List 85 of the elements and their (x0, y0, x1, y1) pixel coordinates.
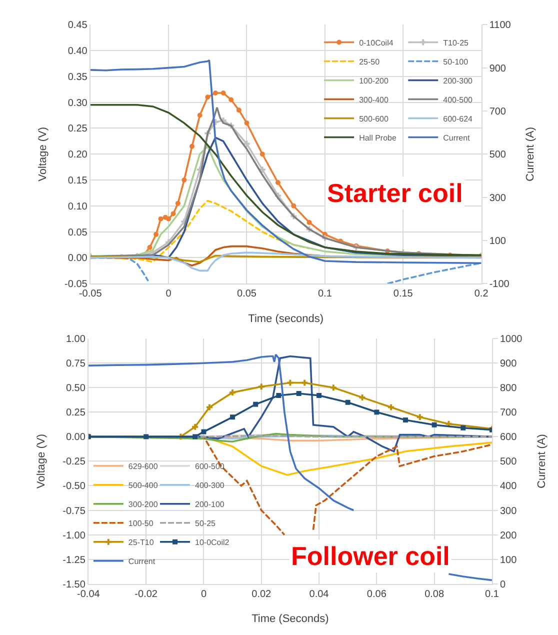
legend-label: 25-T10 (128, 538, 154, 548)
legend-label: 600-624 (443, 114, 474, 124)
y2-tick-label: 0 (500, 579, 506, 590)
y2-tick-label: 900 (489, 63, 506, 74)
y2-tick-label: 800 (500, 383, 518, 394)
legend-label: 400-500 (443, 95, 474, 104)
legend-label: 500-400 (128, 481, 158, 490)
y2-tick-label: 900 (500, 358, 518, 370)
x-tick-label: 0 (200, 588, 207, 600)
y-tick-label: 0.05 (68, 227, 88, 238)
y-tick-label: 0.25 (68, 124, 88, 135)
legend-label: Current (443, 133, 471, 142)
legend-label: 200-100 (195, 500, 225, 510)
y-tick-label: 0.45 (68, 20, 88, 32)
x-tick-label: 0.08 (424, 588, 444, 600)
legend-label: T10-25 (443, 38, 470, 48)
annotation: Follower coil (291, 541, 450, 571)
legend-label: 25-50 (359, 57, 380, 66)
x-tick-label: -0.04 (77, 588, 100, 600)
x-tick-label: 0.02 (252, 588, 272, 600)
y-axis-title: Voltage (V) (35, 434, 48, 488)
y2-tick-label: 300 (489, 192, 506, 204)
y-tick-label: 0.10 (68, 201, 88, 212)
y-tick-label: -0.75 (62, 506, 86, 517)
y2-tick-label: 1000 (500, 334, 523, 346)
legend-label: 300-200 (128, 500, 158, 510)
y-tick-label: -1.25 (62, 554, 86, 566)
y2-tick-label: 100 (500, 554, 518, 566)
y-tick-label: 0.25 (66, 408, 86, 419)
y2-axis-title: Current (A) (524, 126, 536, 182)
y-axis-title: Voltage (V) (37, 126, 50, 182)
x-tick-label: 0.1 (485, 588, 500, 600)
y-tick-label: -0.50 (62, 481, 86, 492)
legend-label: 0-10Coil4 (359, 38, 394, 48)
x-tick-label: 0.04 (309, 588, 330, 600)
legend-label: 100-200 (359, 76, 389, 86)
x-tick-label: 0.1 (318, 288, 332, 300)
legend-label: 50-100 (443, 57, 469, 66)
legend-label: 10-0Coil2 (195, 538, 230, 548)
legend-label: 500-600 (359, 114, 389, 124)
y-tick-label: 0.40 (68, 46, 88, 58)
y-tick-label: -0.25 (62, 456, 86, 468)
legend-label: 200-300 (443, 76, 474, 86)
y2-tick-label: 200 (500, 530, 518, 542)
y-tick-label: 0.30 (68, 98, 88, 109)
y-tick-label: 0.15 (68, 176, 88, 187)
y-tick-label: -1.50 (62, 579, 86, 590)
legend-label: 600-500 (195, 462, 225, 472)
y2-tick-label: 300 (500, 506, 518, 517)
legend-label: 629-600 (128, 462, 158, 472)
x-tick-label: 0 (166, 288, 172, 300)
y-tick-label: 0.50 (66, 383, 86, 394)
y-tick-label: 0.00 (66, 432, 86, 444)
x-tick-label: 0.15 (393, 288, 414, 300)
y2-tick-label: -100 (489, 279, 510, 290)
x-tick-label: 0.05 (237, 288, 257, 300)
y2-tick-label: 400 (500, 481, 518, 492)
legend-label: 50-25 (195, 519, 216, 528)
y2-tick-label: 700 (489, 106, 506, 118)
x-axis-title: Time (seconds) (248, 312, 324, 325)
legend-label: Hall Probe (359, 133, 397, 142)
x-tick-label: -0.05 (78, 288, 102, 300)
annotation: Starter coil (327, 178, 463, 208)
y-tick-label: 0.00 (68, 253, 88, 264)
y2-tick-label: 600 (500, 432, 518, 444)
legend-label: 100-50 (128, 519, 154, 528)
y2-tick-label: 700 (500, 408, 518, 419)
x-axis-title: Time (Seconds) (252, 613, 329, 626)
y-tick-label: 0.75 (66, 358, 86, 370)
x-tick-label: -0.02 (134, 588, 158, 600)
y-tick-label: 1.00 (66, 334, 86, 346)
y-tick-label: 0.35 (68, 72, 88, 83)
y2-tick-label: 1100 (489, 20, 512, 32)
y2-tick-label: 100 (489, 236, 506, 247)
legend-label: 300-400 (359, 95, 389, 104)
y2-axis-title: Current (A) (536, 434, 548, 488)
legend-label: 400-300 (195, 481, 225, 490)
y-tick-label: 0.20 (68, 150, 88, 161)
x-tick-label: 0.2 (474, 288, 489, 300)
x-tick-label: 0.06 (366, 588, 387, 600)
y2-tick-label: 500 (489, 150, 506, 161)
y-tick-label: -0.05 (64, 279, 88, 290)
y2-tick-label: 500 (500, 456, 518, 468)
y-tick-label: -1.00 (62, 530, 86, 542)
legend-label: Current (128, 557, 156, 566)
